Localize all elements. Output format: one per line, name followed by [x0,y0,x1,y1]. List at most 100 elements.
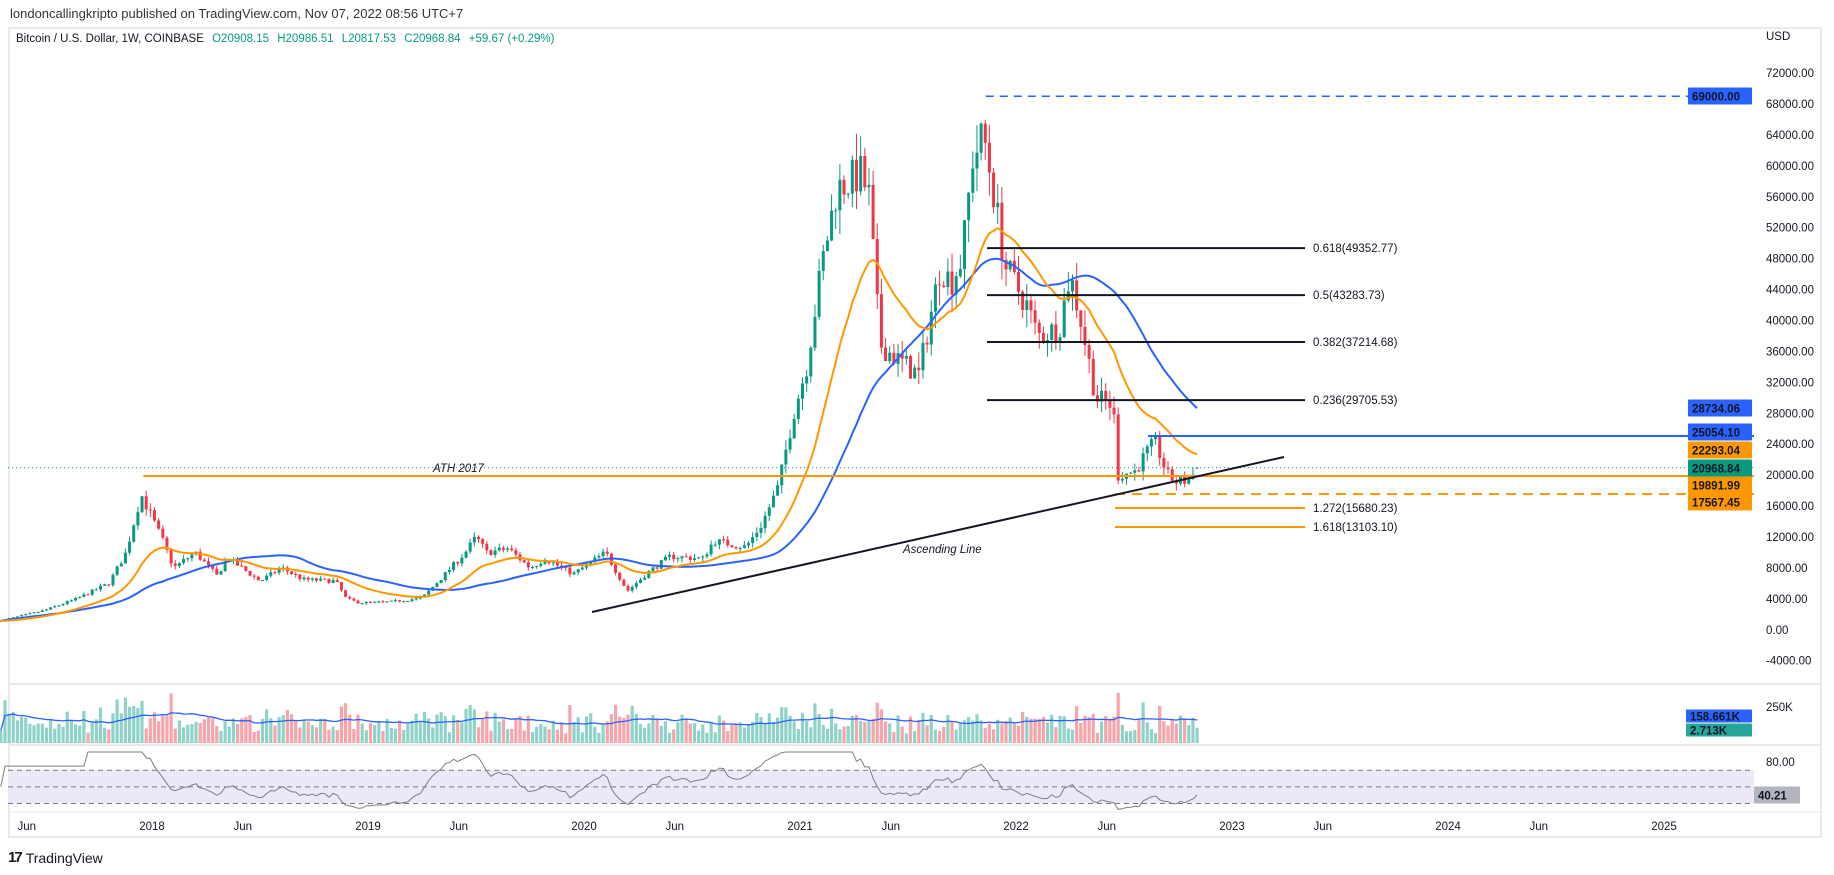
candle[interactable] [1145,444,1149,462]
candle[interactable] [244,565,248,572]
candle[interactable] [1083,310,1087,356]
candle[interactable] [1016,256,1020,305]
candle[interactable] [1120,472,1124,484]
candle[interactable] [202,557,206,562]
candle[interactable] [481,538,485,549]
candle[interactable] [128,536,132,556]
candle[interactable] [1087,339,1091,374]
candle[interactable] [435,582,439,588]
candle[interactable] [805,369,809,392]
candle[interactable] [1021,289,1025,319]
candle[interactable] [32,611,36,614]
candle[interactable] [526,559,530,571]
candle[interactable] [809,345,813,383]
candle[interactable] [90,589,94,597]
candle[interactable] [701,555,705,562]
candle[interactable] [746,541,750,549]
candle[interactable] [962,219,966,289]
candle[interactable] [676,556,680,563]
candle[interactable] [838,164,842,234]
candle[interactable] [215,565,219,575]
candle[interactable] [609,552,613,567]
candle[interactable] [854,133,858,210]
candle[interactable] [273,570,277,575]
candle[interactable] [875,223,879,310]
candle[interactable] [668,551,672,561]
candle[interactable] [144,490,148,516]
candle[interactable] [78,596,82,599]
candle[interactable] [830,194,834,242]
candle[interactable] [863,148,867,192]
candle[interactable] [788,429,792,454]
candle[interactable] [1133,463,1137,481]
candle[interactable] [456,561,460,567]
candle[interactable] [240,561,244,567]
candle[interactable] [107,584,111,587]
candle[interactable] [638,577,642,584]
candle[interactable] [522,559,526,564]
candle[interactable] [389,600,393,602]
candle[interactable] [726,536,730,548]
candle[interactable] [1149,436,1153,456]
candle[interactable] [917,352,921,385]
candle[interactable] [319,576,323,582]
candle[interactable] [489,549,493,556]
candle[interactable] [161,525,165,540]
candle[interactable] [1129,471,1133,475]
candle[interactable] [103,583,107,586]
candle[interactable] [817,258,821,320]
candle[interactable] [186,557,190,562]
candle[interactable] [1070,274,1074,311]
candle[interactable] [344,589,348,598]
candle[interactable] [597,553,601,560]
candle[interactable] [1195,467,1199,469]
candle[interactable] [780,464,784,494]
candle[interactable] [298,573,302,582]
candle[interactable] [115,565,119,577]
candle[interactable] [568,566,572,578]
candle[interactable] [859,136,863,196]
candle[interactable] [825,235,829,252]
candle[interactable] [967,191,971,243]
candle[interactable] [784,440,788,474]
candle[interactable] [476,535,480,543]
candle[interactable] [348,595,352,600]
candle[interactable] [1112,396,1116,424]
candle[interactable] [460,553,464,567]
candle[interactable] [485,541,489,555]
candle[interactable] [302,575,306,582]
candle[interactable] [1004,251,1008,287]
candle[interactable] [688,555,692,563]
candle[interactable] [593,554,597,564]
candle[interactable] [950,253,954,313]
candle[interactable] [792,413,796,440]
candle[interactable] [572,570,576,576]
candle[interactable] [763,511,767,534]
candle[interactable] [256,575,260,581]
candle[interactable] [879,278,883,354]
candle[interactable] [406,600,410,602]
candle[interactable] [327,578,331,585]
candle[interactable] [659,559,663,570]
candle[interactable] [933,277,937,329]
candle[interactable] [57,604,61,607]
candle[interactable] [381,599,385,604]
candle[interactable] [36,611,40,614]
candle[interactable] [846,192,850,199]
candle[interactable] [53,604,57,608]
candle[interactable] [938,270,942,306]
candle[interactable] [393,598,397,603]
candle[interactable] [1025,284,1029,328]
candle[interactable] [148,503,152,518]
candle[interactable] [705,552,709,559]
candle[interactable] [734,546,738,550]
candle[interactable] [1100,377,1104,413]
candle[interactable] [979,122,983,161]
candle[interactable] [65,600,69,606]
candle[interactable] [1046,333,1050,357]
candle[interactable] [24,613,28,616]
candle[interactable] [888,346,892,364]
candle[interactable] [913,364,917,379]
candle[interactable] [443,571,447,583]
candle[interactable] [539,561,543,568]
